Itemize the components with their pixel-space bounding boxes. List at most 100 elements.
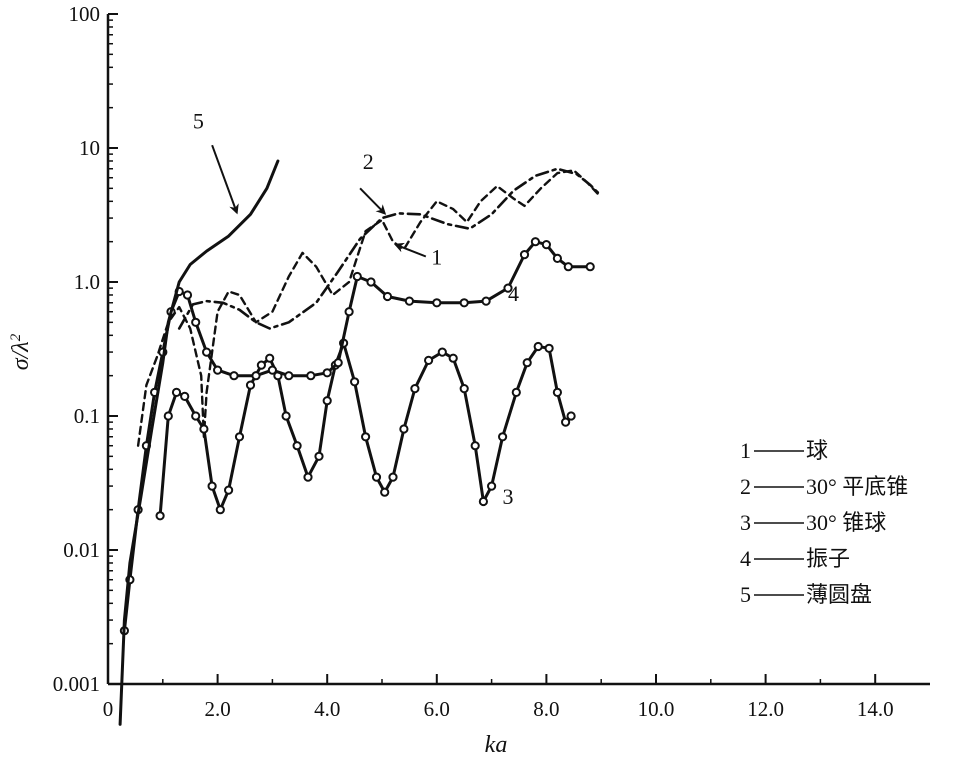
curve-label-1: 1 — [431, 245, 442, 270]
legend-number: 3 — [740, 510, 751, 535]
legend-number: 1 — [740, 438, 751, 463]
legend-text: 30° 锥球 — [806, 510, 886, 535]
legend-text: 振子 — [806, 546, 850, 571]
legend-item-5: 5 薄圆盘 — [740, 582, 872, 607]
data-point — [284, 371, 294, 381]
series-line — [118, 159, 280, 726]
data-point — [552, 387, 563, 397]
data-point — [585, 262, 595, 272]
data-point — [234, 432, 245, 442]
legend-number: 4 — [740, 546, 751, 571]
data-point — [191, 317, 201, 327]
data-point — [352, 271, 362, 282]
data-point — [306, 371, 316, 381]
data-point — [251, 371, 261, 381]
axes: 0.001 0.01 0.1 1.0 10 100 0 2.0 4.0 6.0 8.0 10.0 12.… — [53, 2, 930, 721]
data-point — [245, 380, 256, 390]
series-5 — [118, 159, 280, 726]
x-tick-label: 12.0 — [747, 697, 784, 721]
data-point — [533, 341, 543, 352]
curve-label-3: 3 — [503, 484, 514, 509]
legend-text: 30° 平底锥 — [806, 474, 908, 499]
y-tick-label: 1.0 — [74, 270, 100, 294]
x-tick-label: 4.0 — [314, 697, 340, 721]
data-point — [366, 277, 376, 287]
data-point — [361, 432, 371, 442]
x-tick-label: 14.0 — [857, 697, 894, 721]
x-tick-label: 0 — [103, 697, 114, 721]
legend-text: 薄圆盘 — [806, 582, 872, 607]
data-point — [371, 472, 382, 482]
legend-number: 5 — [740, 582, 751, 607]
annotation-arrow — [393, 242, 427, 258]
data-point — [498, 432, 508, 442]
data-point — [566, 411, 576, 421]
data-point — [344, 307, 354, 317]
data-point — [388, 472, 398, 482]
x-tick-label: 8.0 — [533, 697, 559, 721]
data-point — [544, 343, 554, 353]
legend-item-4: 4 振子 — [740, 546, 850, 571]
data-point — [487, 481, 497, 491]
data-point — [215, 505, 225, 515]
data-point — [563, 262, 573, 272]
data-point — [481, 296, 491, 306]
data-point — [399, 424, 409, 434]
curve-label-5: 5 — [193, 108, 204, 133]
y-tick-label: 0.1 — [74, 404, 100, 428]
data-point — [448, 353, 458, 363]
data-point — [437, 347, 447, 357]
y-tick-label: 0.01 — [63, 538, 100, 562]
annotation-arrow — [211, 144, 239, 215]
data-point — [224, 485, 234, 495]
legend: 1 球 2 30° 平底锥 3 30° 锥球 4 振子 5 薄圆盘 — [740, 438, 908, 607]
data-point — [229, 371, 239, 381]
data-point — [180, 391, 190, 401]
x-tick-label: 6.0 — [424, 697, 450, 721]
data-point — [155, 511, 165, 521]
data-point — [213, 365, 223, 375]
data-point — [522, 358, 532, 368]
data-point — [410, 384, 420, 394]
curve-label-4: 4 — [508, 281, 519, 306]
data-point — [163, 411, 173, 421]
data-point — [541, 240, 552, 250]
data-point — [199, 424, 209, 434]
data-point — [530, 237, 541, 247]
legend-item-3: 3 30° 锥球 — [740, 510, 886, 535]
y-tick-label: 100 — [69, 2, 101, 26]
data-point — [511, 387, 521, 397]
data-point — [292, 441, 302, 451]
annotation-arrow — [359, 187, 387, 215]
data-point — [314, 451, 324, 461]
data-point — [561, 417, 571, 427]
data-point — [171, 387, 182, 397]
annotation-layer: 5 2 1 4 3 — [193, 108, 519, 509]
data-point — [478, 496, 488, 507]
x-tick-label: 10.0 — [638, 697, 675, 721]
data-point — [404, 296, 414, 306]
data-point — [207, 481, 217, 491]
series-line — [122, 240, 592, 633]
legend-number: 2 — [740, 474, 751, 499]
data-point — [256, 360, 266, 370]
data-point — [382, 291, 393, 302]
data-point — [281, 411, 291, 421]
y-tick-label: 0.001 — [53, 672, 100, 696]
data-point — [333, 358, 343, 368]
data-point — [424, 355, 434, 365]
data-point — [459, 384, 469, 394]
data-point — [380, 487, 390, 497]
data-point — [303, 472, 313, 482]
legend-text: 球 — [806, 438, 828, 463]
data-point — [350, 377, 360, 387]
data-point — [459, 298, 469, 308]
series-1 — [136, 169, 600, 447]
data-point — [182, 290, 193, 300]
data-point — [202, 347, 212, 357]
data-point — [503, 283, 513, 293]
data-point — [470, 441, 480, 451]
series-layer — [118, 159, 600, 726]
x-axis-title: ka — [485, 732, 508, 758]
